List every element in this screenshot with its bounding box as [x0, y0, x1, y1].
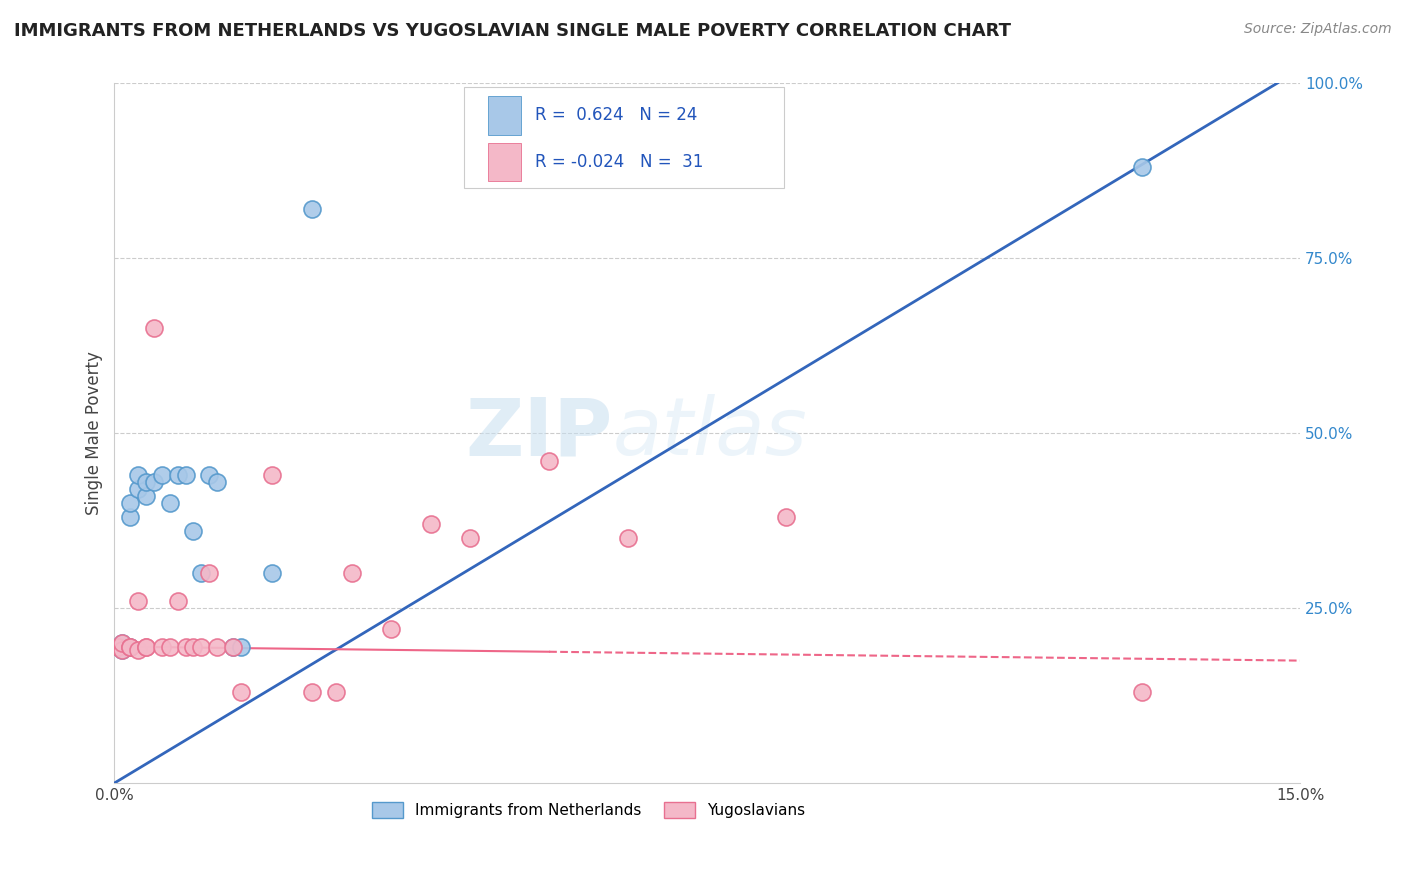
- Point: [301, 202, 323, 217]
- Point: [127, 482, 149, 496]
- Point: [775, 510, 797, 524]
- Point: [120, 496, 142, 510]
- Point: [111, 636, 134, 650]
- Point: [135, 640, 157, 654]
- Text: R = -0.024   N =  31: R = -0.024 N = 31: [536, 153, 703, 171]
- Point: [135, 475, 157, 490]
- Point: [1130, 161, 1153, 175]
- Point: [222, 640, 245, 654]
- Point: [159, 496, 181, 510]
- Point: [301, 685, 323, 699]
- Text: Source: ZipAtlas.com: Source: ZipAtlas.com: [1244, 22, 1392, 37]
- FancyBboxPatch shape: [488, 96, 522, 135]
- Point: [222, 640, 245, 654]
- Point: [617, 531, 640, 545]
- Point: [419, 517, 441, 532]
- Point: [111, 643, 134, 657]
- Point: [111, 636, 134, 650]
- Point: [380, 622, 402, 636]
- Point: [159, 640, 181, 654]
- Point: [190, 640, 212, 654]
- FancyBboxPatch shape: [488, 143, 522, 181]
- Point: [183, 524, 205, 538]
- Point: [198, 468, 221, 483]
- Point: [190, 566, 212, 581]
- Y-axis label: Single Male Poverty: Single Male Poverty: [86, 351, 103, 516]
- Text: R =  0.624   N = 24: R = 0.624 N = 24: [536, 106, 697, 124]
- Point: [166, 594, 188, 608]
- Point: [262, 468, 284, 483]
- Point: [107, 640, 129, 654]
- Point: [127, 594, 149, 608]
- Point: [142, 475, 165, 490]
- Point: [111, 643, 134, 657]
- Point: [166, 468, 188, 483]
- Point: [198, 566, 221, 581]
- Point: [205, 640, 228, 654]
- Point: [262, 566, 284, 581]
- Point: [127, 468, 149, 483]
- Point: [183, 640, 205, 654]
- Text: IMMIGRANTS FROM NETHERLANDS VS YUGOSLAVIAN SINGLE MALE POVERTY CORRELATION CHART: IMMIGRANTS FROM NETHERLANDS VS YUGOSLAVI…: [14, 22, 1011, 40]
- Point: [205, 475, 228, 490]
- Point: [135, 640, 157, 654]
- Point: [135, 489, 157, 503]
- Point: [120, 510, 142, 524]
- Point: [174, 640, 197, 654]
- Point: [150, 468, 173, 483]
- Legend: Immigrants from Netherlands, Yugoslavians: Immigrants from Netherlands, Yugoslavian…: [366, 797, 811, 824]
- Point: [120, 640, 142, 654]
- Point: [107, 640, 129, 654]
- Point: [229, 640, 252, 654]
- Point: [1130, 685, 1153, 699]
- Point: [120, 640, 142, 654]
- Point: [150, 640, 173, 654]
- Point: [120, 640, 142, 654]
- Point: [229, 685, 252, 699]
- Point: [127, 643, 149, 657]
- Point: [325, 685, 347, 699]
- Point: [340, 566, 363, 581]
- Point: [174, 468, 197, 483]
- Text: atlas: atlas: [613, 394, 807, 472]
- Point: [538, 454, 561, 468]
- Point: [142, 321, 165, 335]
- Point: [458, 531, 481, 545]
- FancyBboxPatch shape: [464, 87, 785, 188]
- Text: ZIP: ZIP: [465, 394, 613, 472]
